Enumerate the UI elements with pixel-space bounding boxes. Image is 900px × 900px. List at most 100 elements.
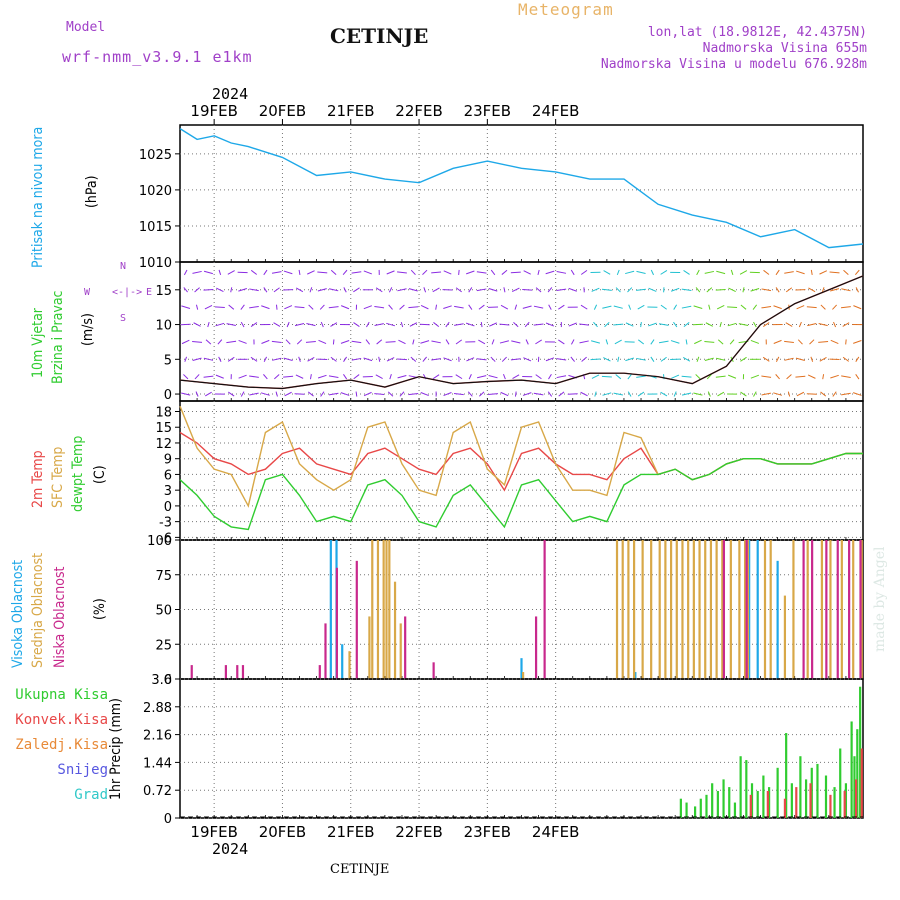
wind-arrow [829,271,840,274]
wind-arrow [192,270,202,274]
wind-arrow [240,391,245,397]
precip-bar [824,775,828,818]
wind-arrow [695,374,701,380]
clouds-bar [534,616,538,679]
wind-arrow [613,305,623,309]
wind-arrow [478,391,485,397]
clouds-y-tick-label: 0 [164,673,172,688]
wind-arrow [616,269,620,276]
wind-arrow [660,304,667,310]
wind-y-tick-label: 10 [155,319,172,334]
wind-arrow [682,357,691,362]
wind-arrow [412,339,415,345]
wind-arrow [648,287,657,292]
clouds-bar [627,540,630,679]
wind-arrow [693,392,703,396]
wind-arrow [400,321,404,328]
wind-arrow [822,374,825,380]
wind-arrow [558,339,565,345]
clouds-bar [615,540,619,679]
wind-arrow [192,357,202,361]
wind-arrow [306,322,316,327]
wind-arrow [719,321,722,328]
mid-cloud-label: Srednja Oblacnost [30,552,46,668]
clouds-bar [756,540,759,679]
precip-bar [756,790,759,818]
wind-arrow [433,322,440,328]
wind-arrow [753,391,757,397]
clouds-bar [190,665,193,679]
wind-arrow [738,323,749,326]
wind-arrow [467,391,473,397]
wind-arrow [260,392,270,396]
wind-arrow [205,339,212,345]
wind-arrow [283,357,293,361]
wind-arrow [715,375,726,378]
precip-bar [859,686,862,818]
precip-bar [795,787,798,818]
wind-arrow [556,288,567,291]
dewpt-label: dewpt Temp [70,435,86,512]
wind-arrow [637,339,645,345]
wind-series-line [179,275,864,390]
wind-arrow [180,323,191,326]
wind-arrow [580,269,588,275]
wind-arrow [740,304,747,310]
wind-y-tick-label: 0 [164,388,172,403]
wind-arrow [296,339,303,345]
wind-arrow [739,270,748,275]
wind-arrow [295,287,304,293]
wind-arrow [830,339,839,345]
wind-arrow [250,356,258,362]
clouds-bar [669,540,673,679]
temperature-y-tick-label: 0 [164,500,172,515]
clouds-bar [840,540,843,679]
wind-arrow [603,357,611,362]
wind-arrow [570,356,575,362]
year-top: 2024 [212,85,249,103]
clouds-bar [376,540,380,679]
year-bottom: 2024 [212,840,249,858]
wind-arrow [510,271,521,274]
clouds-bar [393,581,397,679]
wind-arrow [283,270,293,275]
precip-bar [860,748,863,818]
clouds-bar [368,616,371,679]
wind-arrow [843,269,849,275]
wind-arrow [249,288,259,292]
wind-arrow [773,339,782,344]
wind-arrow [216,287,224,292]
temperature-y-tick-label: 3 [164,484,172,499]
wind-arrow [807,374,816,379]
wind-arrow [605,339,609,345]
wind-arrow [249,392,259,396]
wind-arrow [640,321,642,328]
wind-arrow [340,305,350,310]
precip-bar [716,790,719,818]
wind-arrow [385,341,396,343]
wind-arrow [615,287,621,293]
wind-arrow [681,375,692,378]
wind-arrow [203,375,214,378]
clouds-bar [852,540,855,679]
wind-arrow [568,322,577,327]
wind-arrow [671,374,680,379]
clouds-y-tick-label: 50 [155,604,172,619]
wind-arrow [228,304,235,310]
clouds-bar [748,540,751,679]
wind-arrow [761,375,772,378]
wind-arrow [443,305,452,310]
wind-arrow [810,356,814,362]
wind-arrow [227,270,235,275]
credit-watermark: made by Angel [872,546,888,653]
wind-arrow [761,288,772,292]
wind-arrow [775,287,780,293]
wind-arrow [284,391,292,397]
temperature-series-line [179,405,863,508]
wind-arrow [227,356,235,362]
wind-arrow [271,271,282,274]
wind-arrow [294,322,305,327]
wind-arrow [478,339,486,345]
wind-arrow [363,391,372,397]
